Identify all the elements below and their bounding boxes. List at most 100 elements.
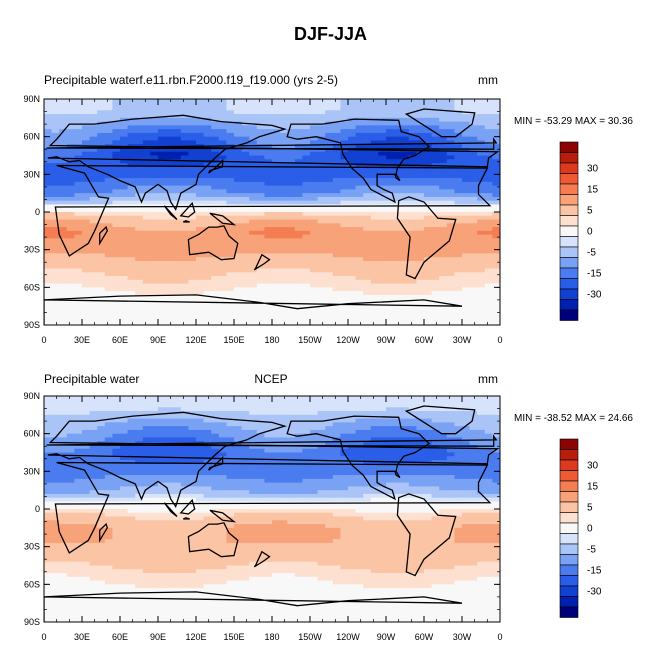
heatmap-cell (393, 245, 402, 251)
heatmap-cell (431, 253, 440, 258)
heatmap-cell (142, 403, 151, 408)
heatmap-cell (370, 287, 379, 292)
heatmap-cell (59, 399, 68, 405)
heatmap-cell (218, 452, 227, 457)
heatmap-cell (226, 238, 235, 243)
heatmap-cell (135, 185, 144, 190)
heatmap-cell (310, 132, 319, 138)
heatmap-cell (97, 181, 106, 187)
heatmap-cell (355, 230, 364, 236)
heatmap-cell (127, 448, 136, 454)
heatmap-cell (249, 411, 258, 416)
heatmap-cell (272, 208, 281, 213)
heatmap-cell (188, 102, 197, 108)
heatmap-cell (142, 411, 151, 416)
heatmap-cell (302, 272, 311, 277)
heatmap-cell (51, 306, 60, 311)
heatmap-cell (340, 399, 349, 405)
heatmap-cell (196, 317, 205, 322)
heatmap-cell (97, 230, 106, 236)
heatmap-cell (158, 200, 167, 206)
heatmap-cell (74, 321, 83, 325)
heatmap-cell (44, 321, 53, 325)
heatmap-cell (484, 264, 493, 270)
heatmap-cell (120, 125, 129, 130)
heatmap-cell (51, 234, 60, 239)
heatmap-cell (462, 456, 471, 461)
heatmap-cell (401, 306, 410, 311)
heatmap-cell (165, 429, 174, 435)
heatmap-cell (317, 178, 326, 183)
heatmap-cell (492, 414, 500, 420)
heatmap-cell (256, 403, 265, 408)
heatmap-cell (416, 411, 425, 416)
heatmap-cell (74, 268, 83, 273)
heatmap-cell (355, 460, 364, 465)
heatmap-cell (142, 181, 151, 187)
heatmap-cell (104, 257, 113, 262)
heatmap-cell (416, 125, 425, 130)
heatmap-cell (226, 414, 235, 420)
heatmap-cell (462, 260, 471, 266)
heatmap-cell (446, 279, 455, 285)
heatmap-cell (165, 117, 174, 123)
heatmap-cell (264, 444, 273, 450)
heatmap-cell (401, 234, 410, 239)
heatmap-cell (82, 411, 91, 416)
heatmap-cell (332, 294, 341, 300)
heatmap-cell (173, 426, 182, 431)
heatmap-cell (454, 170, 463, 175)
heatmap-cell (66, 272, 75, 277)
heatmap-cell (325, 129, 334, 134)
heatmap-cell (279, 132, 288, 138)
heatmap-cell (431, 418, 440, 423)
heatmap-cell (310, 429, 319, 435)
heatmap-cell (165, 245, 174, 251)
heatmap-cell (416, 166, 425, 172)
heatmap-cell (44, 193, 53, 198)
heatmap-cell (112, 399, 121, 405)
heatmap-cell (355, 215, 364, 221)
heatmap-cell (158, 268, 167, 273)
heatmap-cell (74, 238, 83, 243)
heatmap-cell (142, 463, 151, 469)
heatmap-cell (173, 166, 182, 172)
heatmap-cell (127, 110, 136, 115)
heatmap-cell (477, 249, 486, 255)
heatmap-cell (234, 260, 243, 266)
heatmap-cell (279, 437, 288, 442)
heatmap-cell (256, 223, 265, 228)
heatmap-cell (477, 260, 486, 266)
heatmap-cell (256, 437, 265, 442)
heatmap-cell (332, 253, 341, 258)
heatmap-cell (211, 317, 220, 322)
heatmap-cell (416, 219, 425, 224)
heatmap-cell (173, 302, 182, 307)
heatmap-cell (120, 407, 129, 412)
heatmap-cell (477, 125, 486, 130)
heatmap-cell (401, 448, 410, 454)
heatmap-cell (439, 234, 448, 239)
heatmap-cell (127, 272, 136, 277)
heatmap-cell (317, 257, 326, 262)
heatmap-cell (378, 403, 387, 408)
heatmap-cell (226, 110, 235, 115)
heatmap-cell (325, 136, 334, 142)
heatmap-cell (82, 189, 91, 194)
heatmap-cell (59, 396, 68, 401)
heatmap-cell (241, 238, 250, 243)
heatmap-cell (325, 110, 334, 115)
heatmap-cell (439, 294, 448, 300)
heatmap-cell (325, 437, 334, 442)
heatmap-cell (59, 196, 68, 202)
heatmap-cell (127, 287, 136, 292)
heatmap-cell (492, 196, 500, 202)
heatmap-cell (173, 170, 182, 175)
heatmap-cell (408, 309, 417, 315)
heatmap-cell (211, 309, 220, 315)
heatmap-cell (66, 249, 75, 255)
heatmap-cell (279, 125, 288, 130)
heatmap-cell (112, 452, 121, 457)
heatmap-cell (424, 396, 433, 401)
heatmap-cell (59, 102, 68, 108)
